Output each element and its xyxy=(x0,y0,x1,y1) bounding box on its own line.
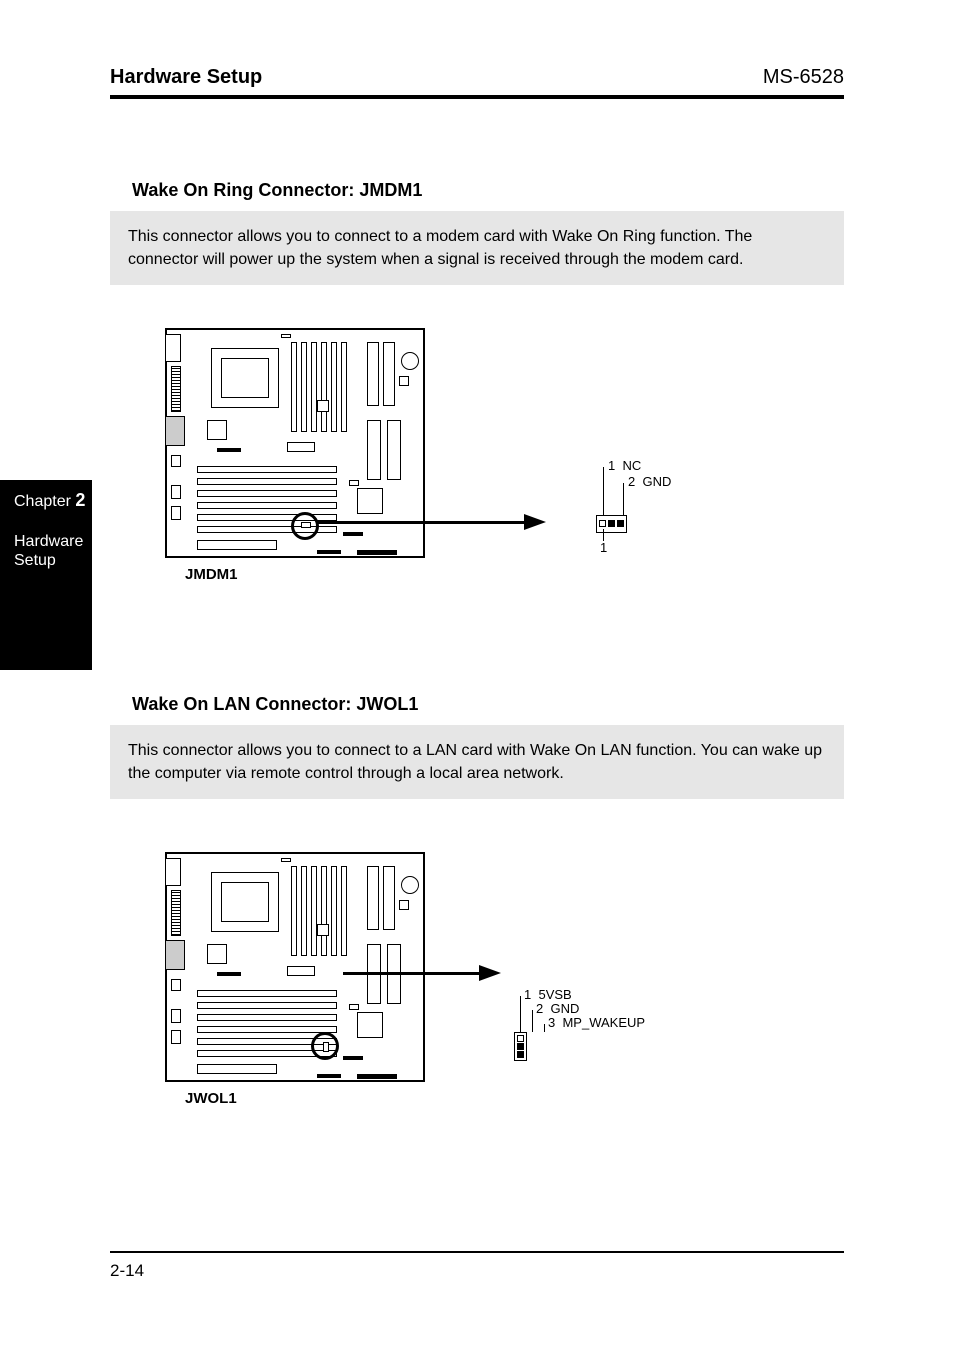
section-jmdm1: Wake On Ring Connector: JMDM1 This conne… xyxy=(110,180,844,285)
header-left: Hardware Setup xyxy=(110,66,262,89)
chapter-title-2: Setup xyxy=(14,552,92,570)
pin-diagram-jmdm1: 1 NC 2 GND 1 xyxy=(556,445,736,565)
chapter-title-1: Hardware xyxy=(14,533,92,551)
section1-body: This connector allows you to connect to … xyxy=(110,211,844,285)
board-diagram-2: JWOL1 xyxy=(165,852,455,1107)
pin2-3-label: 3 MP_WAKEUP xyxy=(548,1016,645,1030)
section1-title: Wake On Ring Connector: JMDM1 xyxy=(132,180,844,201)
arrow-1-head xyxy=(524,514,546,530)
arrow-2 xyxy=(343,972,483,975)
board-diagram-1: JMDM1 xyxy=(165,328,455,583)
arrow-2-head xyxy=(479,965,501,981)
section2-title: Wake On LAN Connector: JWOL1 xyxy=(132,694,844,715)
page-header: Hardware Setup MS-6528 xyxy=(110,66,844,99)
page-footer: 2-14 xyxy=(110,1251,844,1281)
board1-caption: JMDM1 xyxy=(165,566,455,583)
pin1-label: 1 NC xyxy=(608,459,641,473)
chapter-tab: Chapter 2 Hardware Setup xyxy=(0,480,92,670)
section-jwol1: Wake On LAN Connector: JWOL1 This connec… xyxy=(110,694,844,799)
section2-body: This connector allows you to connect to … xyxy=(110,725,844,799)
pin1-num-below: 1 xyxy=(600,541,607,555)
pin-diagram-jwol1: 1 5VSB 2 GND 3 MP_WAKEUP xyxy=(490,988,730,1108)
chapter-label: Chapter 2 xyxy=(14,490,92,511)
arrow-1 xyxy=(318,521,528,524)
page-number: 2-14 xyxy=(110,1261,144,1281)
board2-caption: JWOL1 xyxy=(165,1090,455,1107)
motherboard-outline-2 xyxy=(165,852,425,1082)
pin2-label: 2 GND xyxy=(628,475,671,489)
header-right: MS-6528 xyxy=(763,66,844,89)
